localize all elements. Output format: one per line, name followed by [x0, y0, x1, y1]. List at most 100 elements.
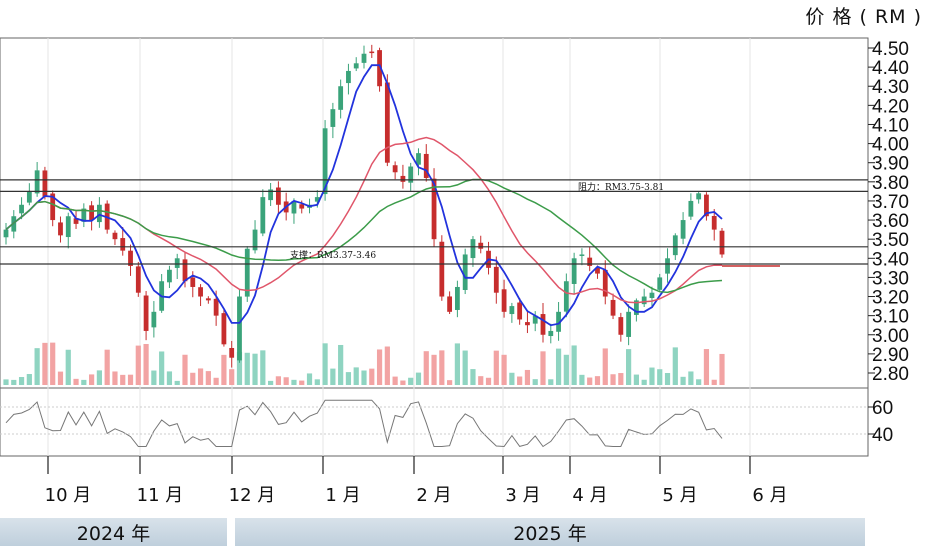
price-tick-label: 3.10	[872, 307, 909, 328]
candle-body	[89, 205, 95, 221]
candle-body	[509, 306, 515, 315]
candle-body	[81, 208, 87, 222]
candle-body	[143, 295, 149, 331]
candle-body	[182, 259, 188, 282]
month-label: 1 月	[325, 485, 360, 506]
volume-bar	[50, 342, 56, 385]
volume-bar	[688, 371, 694, 385]
candle-body	[595, 267, 600, 274]
candle-body	[517, 302, 523, 320]
candle-body	[268, 189, 274, 201]
price-tick-label: 4.20	[872, 96, 909, 117]
month-label: 11 月	[137, 485, 184, 506]
volume-bar	[96, 370, 102, 385]
volume-bar	[275, 376, 281, 385]
volume-bar	[322, 343, 328, 385]
price-tick-label: 3.70	[872, 192, 909, 213]
resistance-label: 阻力：RM3.75-3.81	[578, 181, 664, 193]
candle-body	[190, 277, 196, 287]
volume-bar	[626, 349, 632, 385]
candle-body	[711, 215, 717, 230]
volume-bar	[555, 348, 562, 385]
volume-bar	[205, 371, 211, 385]
volume-bar	[112, 371, 118, 385]
price-tick-label: 4.10	[872, 115, 909, 136]
volume-bar	[532, 379, 538, 385]
volume-bar	[493, 350, 499, 385]
candle-body	[96, 204, 102, 223]
price-tick-label: 3.00	[872, 326, 909, 347]
volume-bar	[602, 348, 608, 385]
candle-body	[478, 242, 484, 249]
volume-bar	[664, 373, 671, 385]
candle-body	[26, 191, 32, 203]
candle-body	[704, 194, 709, 217]
volume-bar	[423, 351, 429, 385]
volume-bar	[485, 377, 492, 385]
candle-body	[42, 170, 48, 198]
price-tick-label: 3.60	[872, 211, 909, 232]
candle-body	[680, 220, 686, 239]
volume-bar	[501, 354, 507, 385]
volume-bar	[57, 371, 64, 385]
candle-body	[540, 314, 546, 335]
volume-bar	[392, 376, 398, 385]
volume-bar	[431, 354, 437, 385]
volume-bar	[299, 380, 305, 385]
candle-body	[408, 166, 414, 183]
volume-bar	[470, 369, 476, 385]
volume-bar	[649, 367, 655, 385]
volume-bar	[462, 350, 468, 385]
rsi-tick-label: 40	[872, 425, 893, 446]
candle-body	[439, 241, 445, 297]
candle-body	[587, 257, 593, 266]
candle-body	[291, 200, 297, 214]
volume-bar	[447, 380, 453, 385]
volume-bar	[540, 351, 546, 385]
volume-bar	[400, 380, 406, 385]
candle-body	[65, 216, 71, 238]
candle-body	[237, 296, 242, 361]
volume-bar	[548, 379, 554, 385]
volume-bar	[330, 368, 336, 385]
month-label: 5 月	[662, 485, 697, 506]
volume-bar	[610, 374, 616, 385]
candle-body	[423, 153, 429, 178]
price-tick-label: 3.90	[872, 154, 909, 175]
candle-body	[112, 232, 118, 240]
volume-bar	[696, 379, 702, 385]
candle-body	[563, 281, 569, 312]
volume-bar	[73, 378, 79, 385]
volume-bar	[252, 353, 258, 385]
candle-body	[665, 258, 670, 274]
volume-bar	[81, 379, 87, 385]
candle-body	[128, 250, 133, 266]
candle-body	[696, 193, 702, 200]
year-label-2025: 2025 年	[235, 518, 865, 546]
volume-bar	[571, 345, 577, 385]
volume-bar	[151, 370, 157, 385]
candle-body	[532, 315, 538, 324]
volume-bar	[283, 377, 289, 385]
candle-body	[151, 311, 157, 328]
volume-bar	[587, 377, 593, 385]
volume-bar	[680, 376, 686, 385]
volume-bar	[26, 374, 32, 385]
candle-body	[120, 238, 126, 251]
volume-bar	[384, 346, 390, 385]
volume-bar	[11, 379, 17, 385]
candle-body	[34, 170, 40, 194]
candle-body	[579, 254, 585, 256]
candle-body	[525, 322, 530, 326]
volume-bar	[657, 369, 663, 385]
volume-bar	[268, 380, 274, 385]
month-label: 6 月	[752, 485, 787, 506]
support-label: 支撑：RM3.37-3.46	[290, 249, 376, 261]
candle-body	[416, 153, 421, 165]
month-label: 3 月	[505, 485, 540, 506]
volume-bar	[190, 372, 196, 385]
candle-body	[205, 298, 211, 301]
volume-bar	[34, 348, 40, 385]
price-tick-label: 3.80	[872, 173, 909, 194]
candle-body	[719, 230, 725, 255]
